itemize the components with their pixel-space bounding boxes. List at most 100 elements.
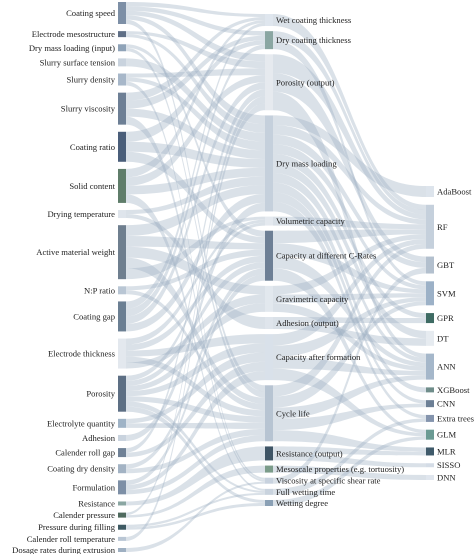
input-node: [118, 418, 126, 428]
link-input-output: [126, 35, 265, 109]
input-node: [118, 131, 126, 162]
input-label: Dry mass loading (input): [29, 43, 115, 53]
link-input-output: [126, 193, 265, 332]
model-node: [426, 463, 434, 468]
input-node: [118, 2, 126, 24]
link-input-output: [126, 290, 265, 411]
output-label: Resistance (output): [276, 448, 343, 458]
output-label: Wetting degree: [276, 498, 328, 508]
input-label: Calender pressure: [53, 510, 115, 520]
link-output-model: [273, 31, 426, 215]
output-node: [265, 446, 273, 461]
output-node: [265, 477, 273, 484]
link-input-output: [126, 34, 265, 133]
input-node: [118, 375, 126, 412]
model-label: MLR: [437, 446, 456, 456]
input-node: [118, 44, 126, 52]
input-node: [118, 168, 126, 203]
input-label: Slurry viscosity: [61, 104, 116, 114]
input-label: Pressure during filling: [38, 522, 116, 532]
link-output-model: [273, 182, 426, 393]
link-input-output: [126, 401, 265, 493]
link-layer: [126, 2, 426, 552]
link-input-output: [126, 503, 265, 530]
input-label: Electrode mesostructure: [32, 29, 115, 39]
input-label: Dosage rates during extrusion: [12, 545, 116, 554]
output-node: [265, 230, 273, 281]
output-label: Dry mass loading: [276, 158, 337, 168]
link-input-output: [126, 422, 265, 429]
input-label: Slurry surface tension: [40, 57, 116, 67]
link-output-model: [273, 238, 426, 346]
link-input-output: [126, 356, 265, 417]
input-label: Adhesion: [82, 433, 116, 443]
model-node: [426, 330, 434, 346]
output-label: Mesoscale properties (e.g. tortuosity): [276, 464, 404, 474]
label-layer: Coating speed Electrode mesostructure Dry …: [12, 8, 474, 554]
model-node: [426, 387, 434, 393]
model-node: [426, 475, 434, 480]
link-input-output: [126, 31, 265, 69]
link-input-output: [126, 89, 265, 453]
link-output-model: [273, 192, 426, 404]
model-node: [426, 186, 434, 197]
link-output-model: [273, 430, 426, 452]
output-node: [265, 14, 273, 26]
link-input-output: [126, 361, 265, 458]
model-label: AdaBoost: [437, 187, 472, 197]
link-output-model: [273, 293, 426, 304]
link-output-model: [273, 91, 426, 358]
link-output-model: [273, 243, 426, 294]
link-input-output: [126, 446, 265, 506]
link-input-output: [126, 167, 265, 195]
link-input-output: [126, 81, 265, 480]
link-input-output: [126, 202, 265, 441]
link-output-model: [273, 234, 426, 295]
output-node: [265, 465, 273, 473]
link-input-output: [126, 396, 265, 423]
input-label: N:P ratio: [84, 285, 115, 295]
link-input-output: [126, 268, 265, 469]
input-node: [118, 58, 126, 67]
link-input-output: [126, 96, 265, 516]
link-output-model: [273, 375, 426, 419]
input-label: Electrode thickness: [48, 349, 116, 359]
input-node: [118, 92, 126, 125]
link-input-output: [126, 10, 265, 62]
output-node: [265, 488, 273, 495]
link-output-model: [273, 153, 426, 319]
link-input-output: [126, 103, 265, 541]
link-input-output: [126, 428, 265, 474]
link-input-output: [126, 261, 265, 386]
input-label: Calender roll temperature: [27, 534, 115, 544]
link-output-model: [273, 14, 426, 210]
link-input-output: [126, 406, 265, 503]
link-input-output: [126, 6, 265, 36]
output-label: Volumetric capacity: [276, 216, 346, 226]
link-output-model: [273, 357, 426, 376]
input-node: [118, 301, 126, 332]
link-input-output: [126, 246, 265, 295]
output-node: [265, 54, 273, 111]
link-output-model: [273, 418, 426, 495]
input-label: Coating ratio: [70, 142, 115, 152]
link-output-model: [273, 268, 426, 434]
link-input-output: [126, 255, 265, 351]
link-input-output: [126, 23, 265, 309]
input-label: Porosity: [86, 389, 115, 399]
input-label: Electrolyte quantity: [47, 418, 116, 428]
output-node: [265, 385, 273, 442]
output-label: Capacity at different C-Rates: [276, 251, 377, 261]
input-label: Drying temperature: [47, 209, 115, 219]
model-label: DT: [437, 333, 449, 343]
link-input-output: [126, 68, 265, 78]
link-output-model: [273, 323, 426, 346]
input-node: [118, 524, 126, 530]
link-output-model: [273, 72, 426, 263]
output-label: Cycle life: [276, 408, 310, 418]
link-input-output: [126, 20, 265, 178]
link-output-model: [273, 163, 426, 339]
link-output-model: [273, 303, 426, 371]
link-input-output: [126, 343, 265, 397]
